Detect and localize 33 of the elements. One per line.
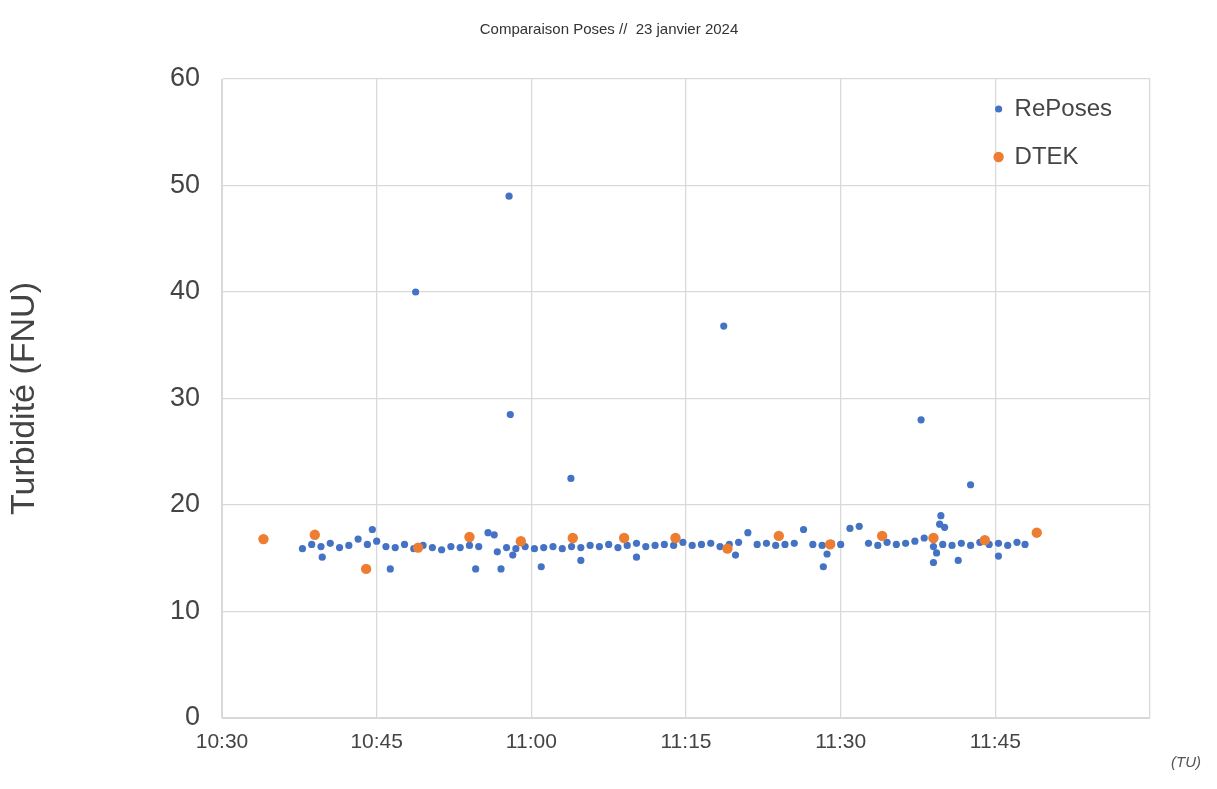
point [618, 532, 630, 544]
x-tick-label: 11:45 [969, 729, 1021, 753]
point [258, 533, 269, 545]
point [773, 530, 784, 542]
y-tick-label: 20 [169, 488, 200, 519]
point [876, 530, 888, 542]
point [928, 532, 939, 544]
point [412, 542, 424, 553]
y-tick-label: 50 [169, 168, 200, 199]
point [670, 532, 681, 544]
x-axis-title: (TU) [1171, 753, 1201, 771]
point [567, 532, 578, 544]
legend-label: RePoses [1014, 93, 1113, 121]
x-tick-label: 11:00 [505, 729, 557, 753]
point [464, 531, 475, 543]
y-tick-label: 30 [169, 381, 200, 412]
y-axis-title: Turbidité (FNU) [2, 282, 41, 515]
point [722, 543, 733, 554]
y-tick-label: 0 [184, 701, 200, 732]
x-tick-label: 10:45 [350, 729, 403, 753]
x-tick-label: 10:30 [195, 729, 249, 753]
legend-label: DTEK [1014, 141, 1079, 169]
point [360, 563, 372, 575]
point [1031, 527, 1042, 538]
x-tick-label: 11:15 [660, 729, 712, 753]
point [979, 534, 991, 546]
y-tick-label: 10 [169, 594, 200, 625]
point [309, 529, 320, 541]
x-tick-label: 11:30 [815, 729, 867, 753]
chart-title: Comparaison Poses // 23 janvier 2024 [479, 20, 739, 38]
point [515, 536, 527, 547]
y-tick-label: 60 [169, 62, 200, 93]
y-tick-label: 40 [169, 275, 200, 306]
